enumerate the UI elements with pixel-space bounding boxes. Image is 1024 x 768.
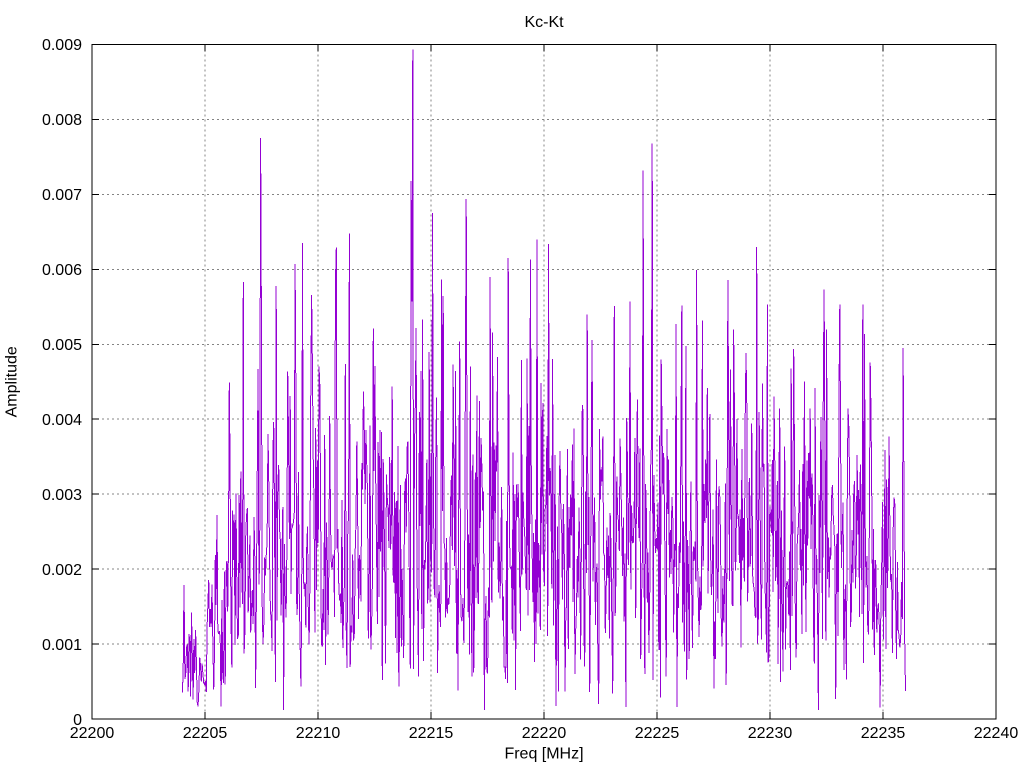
svg-text:22205: 22205 xyxy=(183,725,228,742)
svg-text:0.003: 0.003 xyxy=(42,487,82,504)
svg-text:22240: 22240 xyxy=(974,725,1019,742)
svg-text:22220: 22220 xyxy=(522,725,567,742)
svg-text:22210: 22210 xyxy=(296,725,341,742)
svg-text:22230: 22230 xyxy=(748,725,793,742)
svg-text:22225: 22225 xyxy=(635,725,680,742)
svg-text:0.001: 0.001 xyxy=(42,637,82,654)
svg-text:0.006: 0.006 xyxy=(42,262,82,279)
svg-text:Kc-Kt: Kc-Kt xyxy=(524,14,564,31)
svg-text:0.004: 0.004 xyxy=(42,412,82,429)
svg-text:22215: 22215 xyxy=(409,725,454,742)
svg-text:0.007: 0.007 xyxy=(42,187,82,204)
svg-text:22200: 22200 xyxy=(70,725,115,742)
svg-text:0.009: 0.009 xyxy=(42,37,82,54)
svg-text:Freq [MHz]: Freq [MHz] xyxy=(504,746,583,763)
svg-text:0.008: 0.008 xyxy=(42,112,82,129)
svg-text:0: 0 xyxy=(73,712,82,729)
svg-text:0.005: 0.005 xyxy=(42,337,82,354)
svg-text:0.002: 0.002 xyxy=(42,562,82,579)
svg-text:Amplitude: Amplitude xyxy=(4,346,21,417)
svg-text:22235: 22235 xyxy=(861,725,906,742)
